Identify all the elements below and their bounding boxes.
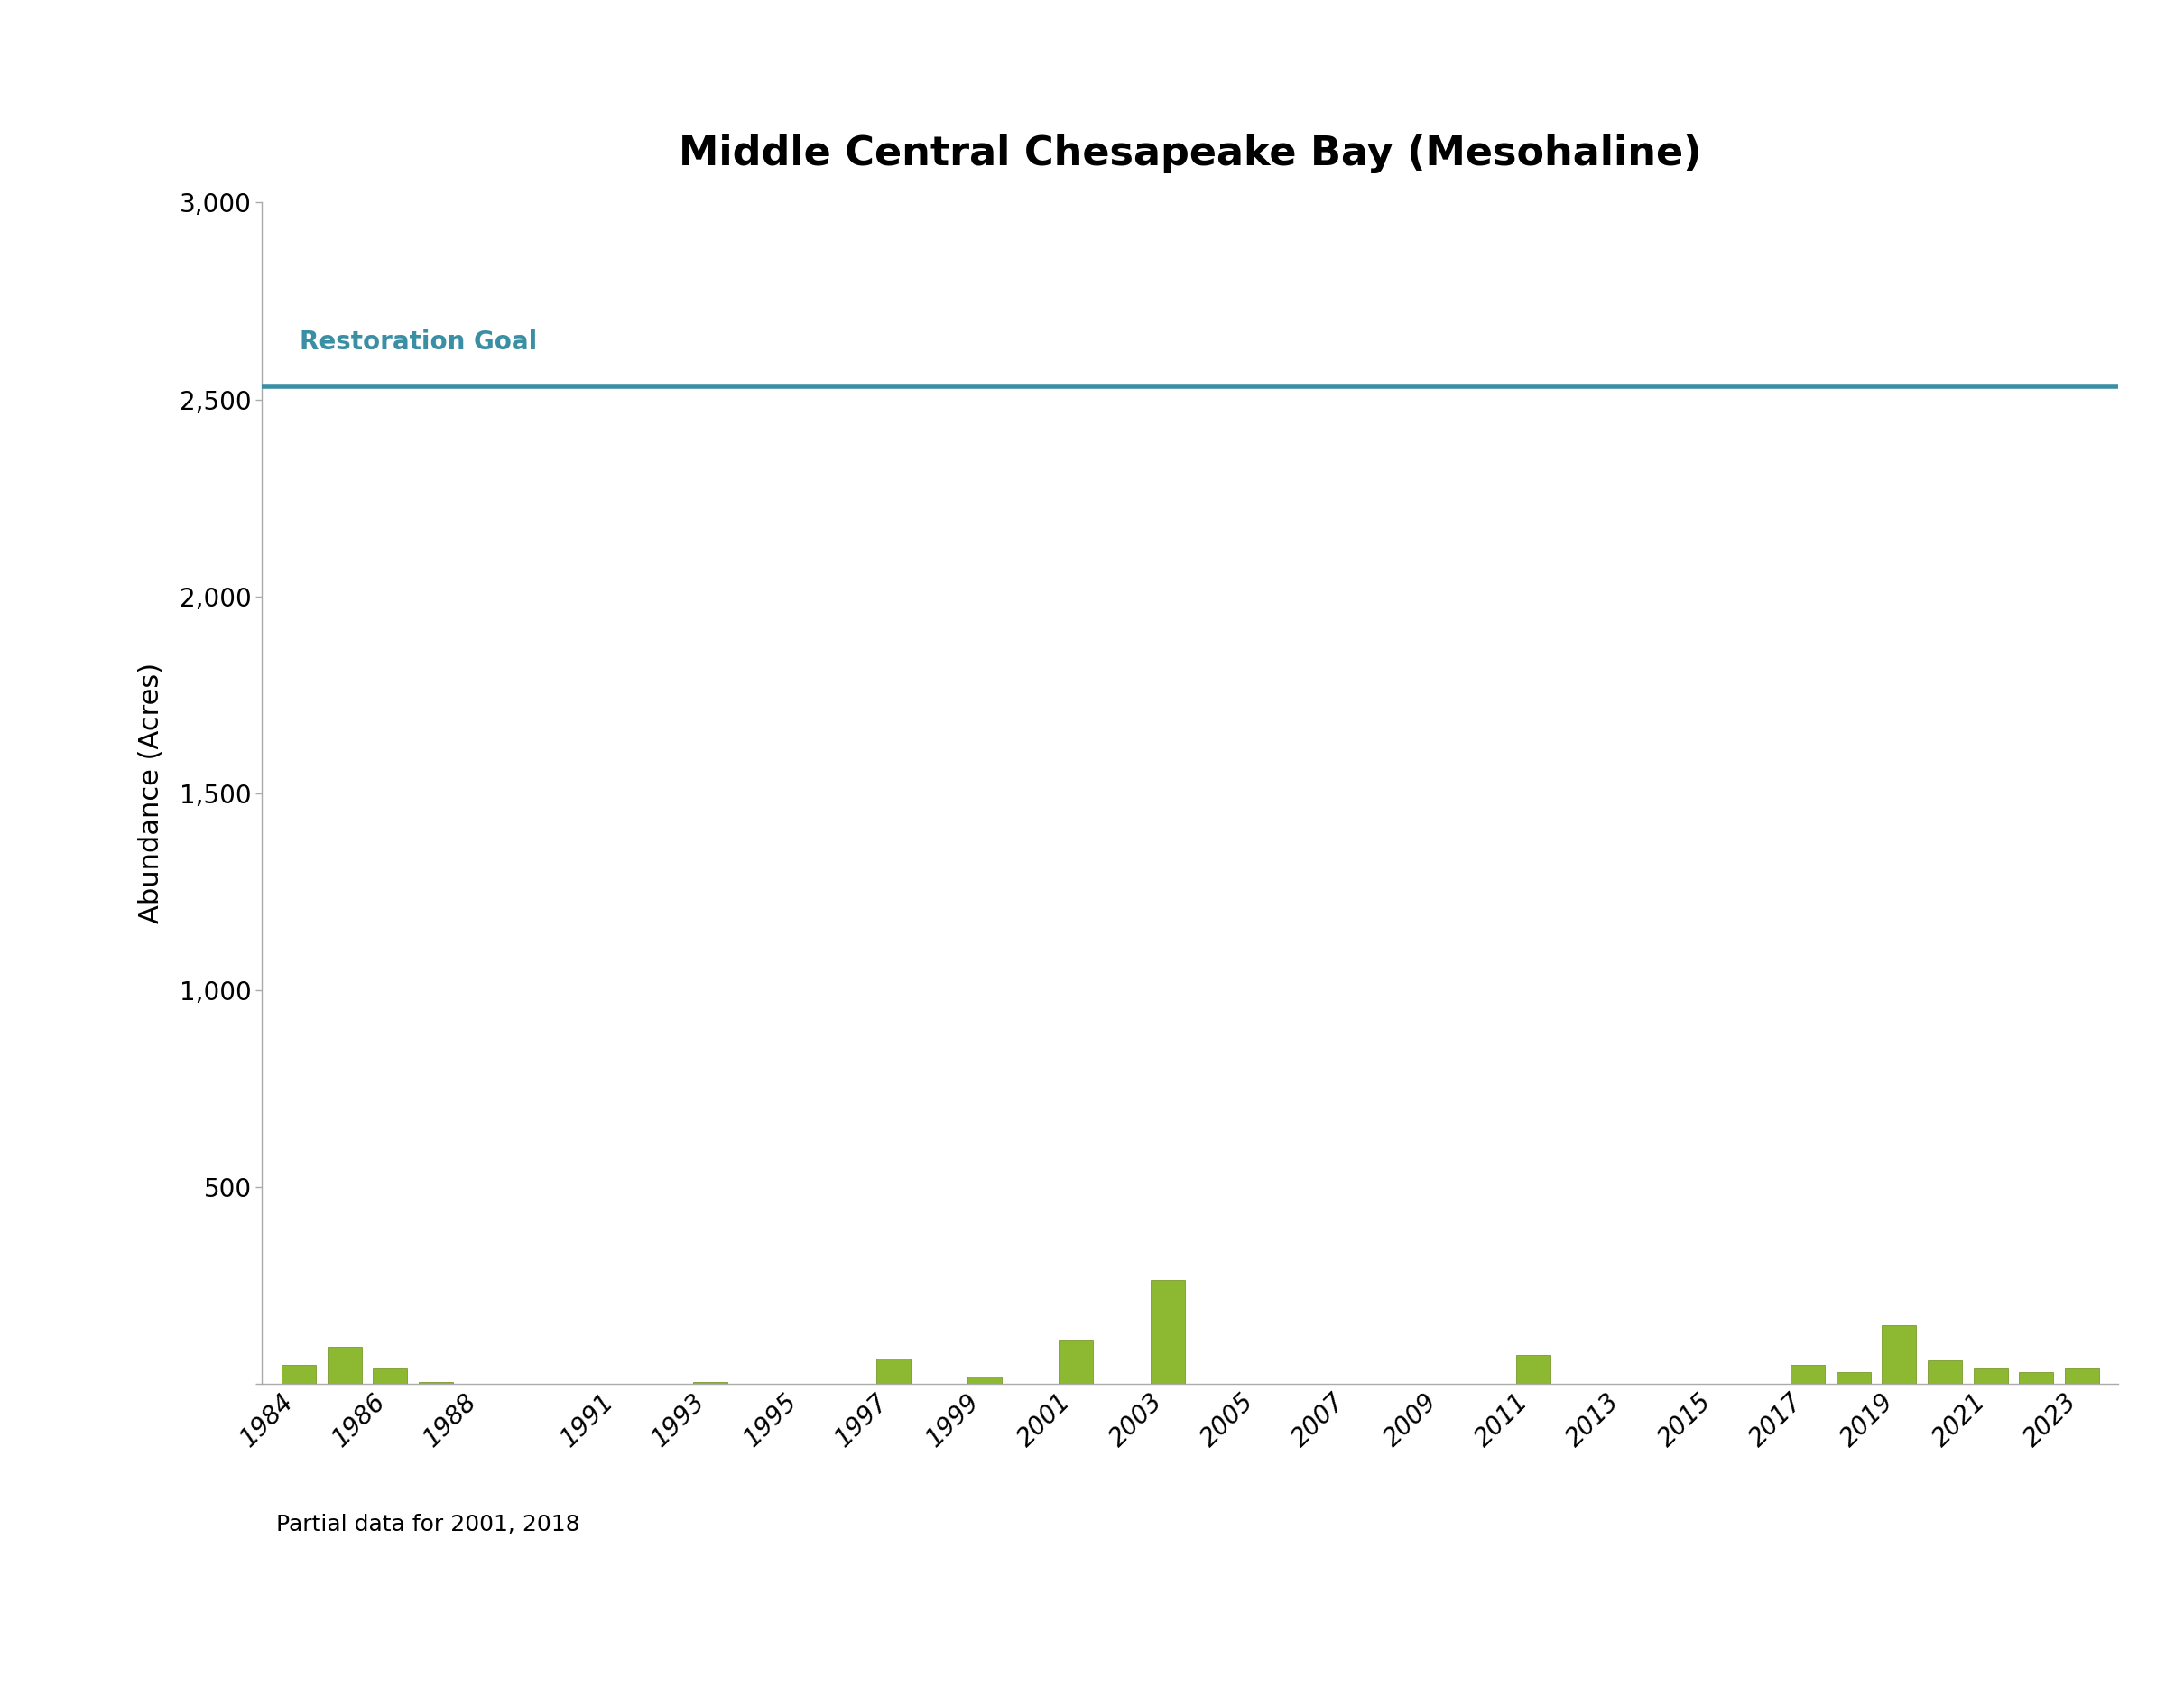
Bar	[968, 1376, 1002, 1384]
Bar	[692, 1382, 727, 1384]
Text: Restoration Goal: Restoration Goal	[299, 329, 537, 354]
Bar	[2018, 1372, 2053, 1384]
Bar	[1059, 1340, 1094, 1384]
Bar	[1151, 1280, 1184, 1384]
Text: Partial data for 2001, 2018: Partial data for 2001, 2018	[275, 1514, 579, 1536]
Bar	[2064, 1369, 2099, 1384]
Bar	[1516, 1354, 1551, 1384]
Bar	[373, 1369, 406, 1384]
Y-axis label: Abundance (Acres): Abundance (Acres)	[138, 663, 164, 923]
Bar	[282, 1364, 317, 1384]
Bar	[1974, 1369, 2007, 1384]
Bar	[419, 1382, 452, 1384]
Bar	[1928, 1361, 1961, 1384]
Bar	[876, 1359, 911, 1384]
Bar	[328, 1347, 363, 1384]
Bar	[1791, 1364, 1824, 1384]
Bar	[1883, 1325, 1915, 1384]
Title: Middle Central Chesapeake Bay (Mesohaline): Middle Central Chesapeake Bay (Mesohalin…	[679, 135, 1701, 174]
Bar	[1837, 1372, 1870, 1384]
